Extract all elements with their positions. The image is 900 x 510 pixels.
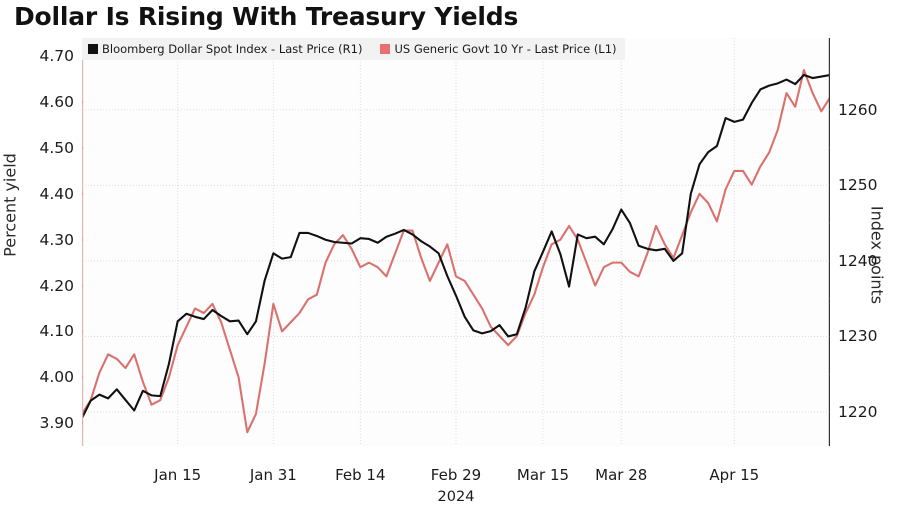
square-marker-icon [380, 44, 391, 54]
right-axis-tick-label: 1240 [838, 251, 878, 270]
legend-item-treasury-yield[interactable]: US Generic Govt 10 Yr - Last Price (L1) [380, 42, 617, 56]
left-axis-tick-label: 4.40 [39, 184, 74, 203]
right-axis-tick-label: 1230 [838, 327, 878, 346]
x-axis-tick-label: Mar 28 [595, 466, 648, 484]
right-axis-tick-label: 1220 [838, 403, 878, 421]
legend-item-dollar-index[interactable]: Bloomberg Dollar Spot Index - Last Price… [88, 42, 362, 56]
left-axis-tick-label: 4.20 [39, 276, 74, 295]
left-axis-tick-label: 4.70 [39, 47, 74, 66]
left-axis-tick-label: 4.30 [39, 230, 74, 249]
left-axis-tick-label: 4.50 [39, 139, 74, 158]
right-axis-tick-labels: 1220 1230 1240 1250 1260 [830, 0, 890, 510]
chart-title: Dollar Is Rising With Treasury Yields [14, 2, 519, 31]
plot-area [82, 38, 830, 446]
plot-svg [82, 38, 830, 446]
x-axis-tick-label: Jan 15 [154, 466, 202, 484]
chart-legend: Bloomberg Dollar Spot Index - Last Price… [82, 38, 625, 60]
right-axis-tick-label: 1260 [838, 100, 878, 119]
x-axis-tick-label: Mar 15 [516, 466, 570, 484]
left-axis-tick-label: 4.10 [39, 322, 74, 341]
legend-item-label: Bloomberg Dollar Spot Index - Last Price… [102, 42, 363, 56]
x-axis-tick-label: Feb 14 [335, 466, 386, 484]
x-axis-tick-label: Apr 15 [709, 466, 760, 484]
x-axis-title: 2024 [437, 489, 475, 505]
x-axis-tick-label: Feb 29 [430, 466, 482, 484]
left-axis-tick-labels: 3.90 4.00 4.10 4.20 4.30 4.40 4.50 4.60 4.70 [0, 0, 82, 510]
left-axis-tick-label: 3.90 [39, 414, 74, 433]
square-marker-icon [88, 44, 98, 54]
legend-item-label: US Generic Govt 10 Yr - Last Price (L1) [394, 42, 617, 56]
right-axis-tick-label: 1250 [838, 176, 878, 195]
left-axis-tick-label: 4.00 [39, 368, 74, 387]
left-axis-tick-label: 4.60 [39, 93, 74, 112]
x-axis-tick-label: Jan 31 [249, 466, 297, 484]
